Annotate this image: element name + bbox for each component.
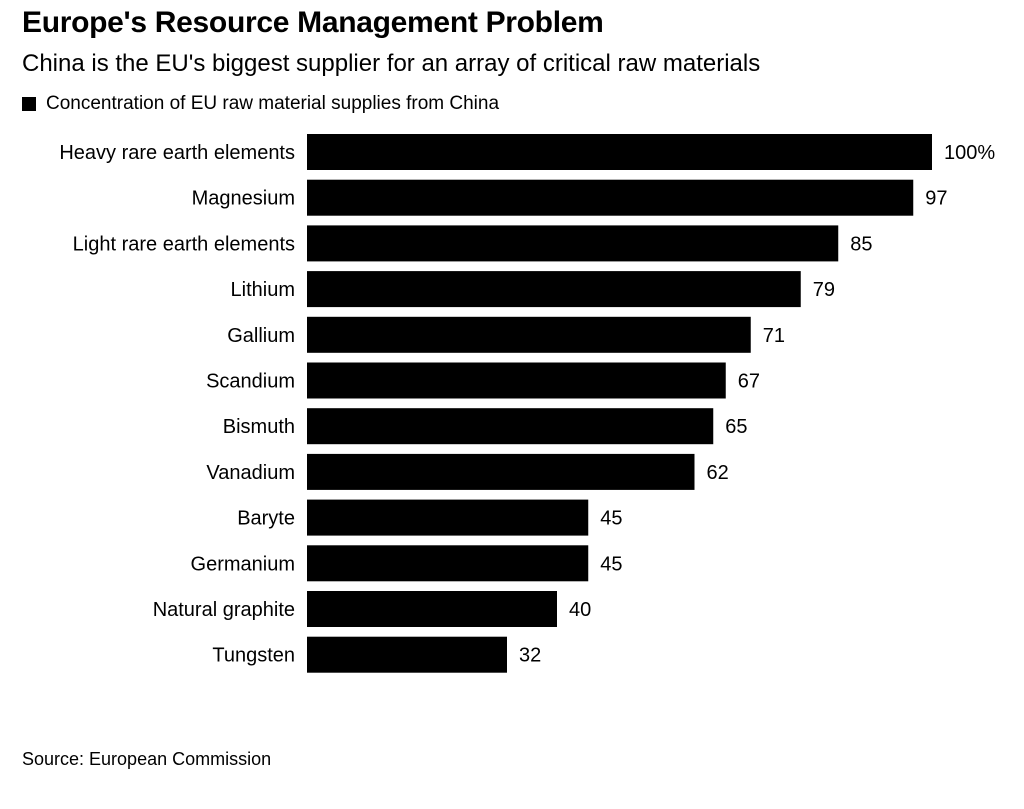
bar [307,362,726,399]
bar [307,453,695,490]
chart-legend: Concentration of EU raw material supplie… [22,93,499,115]
category-label: Lithium [231,279,295,301]
bar [307,134,932,170]
category-label: Bismuth [223,416,295,438]
bar [307,591,557,627]
data-label: 85 [850,233,872,255]
category-label: Light rare earth elements [73,233,295,255]
bar [307,225,839,262]
chart-subtitle: China is the EU's biggest supplier for a… [22,50,761,77]
data-label: 65 [725,416,747,438]
data-label: 32 [519,645,541,667]
chart-title: Europe's Resource Management Problem [22,6,604,39]
bar [307,271,801,308]
data-label: 79 [813,279,835,301]
data-label: 71 [763,325,785,347]
bar [307,545,589,582]
bar [307,499,589,536]
category-label: Heavy rare earth elements [59,142,295,164]
data-label: 45 [600,553,622,575]
category-label: Baryte [237,508,295,530]
category-label: Natural graphite [153,599,295,621]
category-label: Magnesium [192,188,295,210]
category-label: Gallium [227,325,295,347]
bar [307,636,507,673]
data-label: 67 [738,371,760,393]
data-label: 97 [925,188,947,210]
legend-label: Concentration of EU raw material supplie… [46,93,500,114]
legend-swatch [22,97,36,111]
category-label: Scandium [206,371,295,393]
category-label: Tungsten [212,645,295,667]
bar [307,316,751,353]
category-label: Germanium [191,553,295,575]
data-label: 62 [707,462,729,484]
category-label: Vanadium [206,462,295,484]
data-label: 40 [569,599,591,621]
source-note: Source: European Commission [22,749,272,769]
bar [307,179,914,216]
bar [307,408,714,445]
data-label: 100% [944,142,995,164]
data-label: 45 [600,508,622,530]
